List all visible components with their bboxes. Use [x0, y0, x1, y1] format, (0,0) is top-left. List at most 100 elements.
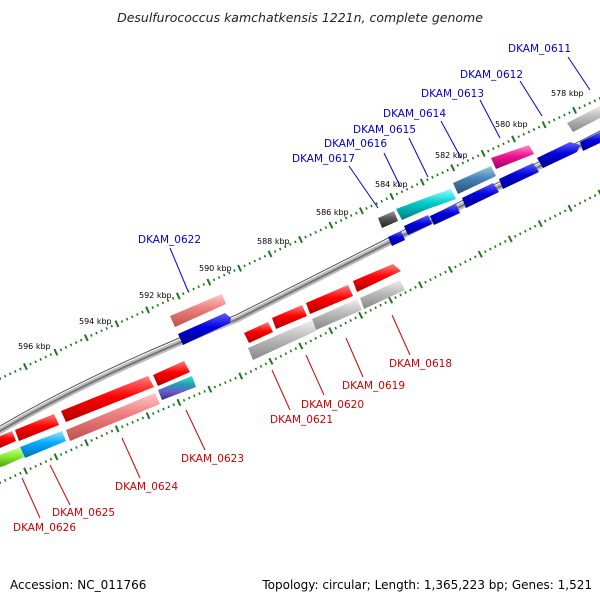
- outer-scale-minor-tick: [171, 296, 175, 300]
- gene-DKAM_0621b[interactable]: [248, 320, 316, 360]
- inner-scale-minor-tick: [369, 308, 372, 312]
- label-DKAM_0625[interactable]: DKAM_0625: [52, 507, 115, 519]
- inner-scale-minor-tick: [578, 201, 582, 205]
- inner-scale-minor-tick: [314, 336, 318, 340]
- scale-label-586: 586 kbp: [316, 208, 349, 217]
- outer-scale-major-tick: [541, 121, 547, 129]
- outer-scale-major-tick: [267, 250, 273, 258]
- label-DKAM_0612[interactable]: DKAM_0612: [460, 69, 523, 81]
- outer-scale-minor-tick: [8, 372, 12, 376]
- gene-DKAM_0623b[interactable]: [158, 376, 196, 400]
- inner-scale-ruler: [0, 189, 600, 484]
- gene-DKAM_0623[interactable]: [153, 361, 190, 386]
- outer-scale-minor-tick: [400, 190, 404, 194]
- label-DKAM_0617[interactable]: DKAM_0617: [292, 153, 355, 165]
- gene-DKAM_0625b[interactable]: [20, 431, 66, 458]
- label-DKAM_0623[interactable]: DKAM_0623: [181, 453, 244, 465]
- gene-DKAM_0618b[interactable]: [360, 280, 405, 309]
- outer-scale-minor-tick: [19, 367, 22, 371]
- gene-DKAM_0619b[interactable]: [312, 299, 362, 330]
- gene-DKAM_0612[interactable]: [537, 142, 580, 168]
- inner-scale-minor-tick: [100, 434, 104, 438]
- label-DKAM_0618[interactable]: DKAM_0618: [389, 358, 452, 370]
- outer-scale-major-tick: [53, 348, 59, 356]
- gene-DKAM_0626b[interactable]: [0, 447, 24, 467]
- inner-scale-minor-tick: [218, 383, 222, 387]
- gene-DKAM_0612b[interactable]: [580, 132, 600, 151]
- gene-DKAM_0616[interactable]: [396, 189, 456, 220]
- label-DKAM_0611[interactable]: DKAM_0611: [508, 43, 571, 55]
- outer-scale-minor-tick: [212, 278, 216, 282]
- label-DKAM_0613[interactable]: DKAM_0613: [421, 88, 484, 100]
- inner-scale-minor-tick: [157, 409, 160, 413]
- gene-DKAM_0617[interactable]: [430, 204, 460, 225]
- label-DKAM_0624[interactable]: DKAM_0624: [115, 481, 178, 493]
- inner-scale-minor-tick: [424, 280, 427, 284]
- label-DKAM_0615[interactable]: DKAM_0615: [353, 124, 416, 136]
- inner-scale-minor-tick: [9, 476, 12, 480]
- inner-scale-minor-tick: [528, 227, 532, 231]
- gene-DKAM_0625[interactable]: [15, 414, 59, 441]
- gene-DKAM_0621[interactable]: [244, 322, 273, 343]
- gene-DKAM_0617b[interactable]: [404, 215, 432, 235]
- gene-DKAM_0626[interactable]: [0, 431, 16, 448]
- label-DKAM_0619[interactable]: DKAM_0619: [342, 380, 405, 392]
- gene-DKAM_0617d[interactable]: [388, 231, 405, 246]
- inner-scale-minor-tick: [324, 331, 328, 335]
- label-DKAM_0616[interactable]: DKAM_0616: [324, 138, 387, 150]
- outer-scale-major-tick: [358, 207, 364, 215]
- scale-label-590: 590 kbp: [199, 264, 232, 273]
- outer-scale-minor-tick: [558, 116, 561, 119]
- label-DKAM_0622[interactable]: DKAM_0622: [138, 234, 201, 246]
- gene-DKAM_0611[interactable]: [567, 105, 600, 132]
- gene-DKAM_0622b[interactable]: [178, 313, 231, 345]
- scale-label-582: 582 kbp: [435, 151, 468, 160]
- label-DKAM_0614[interactable]: DKAM_0614: [383, 108, 446, 120]
- inner-scale-minor-tick: [264, 362, 268, 366]
- inner-scale-minor-tick: [224, 381, 227, 385]
- outer-scale-minor-tick: [563, 113, 566, 117]
- outer-scale-minor-tick: [466, 159, 470, 163]
- outer-scale-major-tick: [419, 178, 425, 186]
- outer-scale-minor-tick: [436, 173, 439, 177]
- inner-scale-minor-tick: [110, 429, 114, 433]
- gene-DKAM_0618[interactable]: [353, 264, 401, 292]
- outer-scale-major-tick: [114, 320, 120, 328]
- inner-scale-minor-tick: [249, 370, 253, 373]
- reverse-genes: [0, 264, 405, 467]
- outer-scale-minor-tick: [441, 171, 444, 174]
- inner-scale-minor-tick: [80, 443, 83, 447]
- outer-scale-minor-tick: [90, 333, 93, 337]
- gene-DKAM_0614b[interactable]: [462, 183, 499, 208]
- inner-scale-minor-tick: [354, 316, 357, 320]
- outer-scale-minor-tick: [486, 149, 490, 153]
- inner-scale-minor-tick: [523, 229, 527, 233]
- outer-scale-minor-tick: [3, 374, 7, 378]
- inner-scale-major-tick: [567, 204, 573, 212]
- gene-DKAM_0615[interactable]: [453, 166, 496, 194]
- outer-scale-minor-tick: [197, 285, 200, 289]
- gene-DKAM_0613[interactable]: [491, 145, 534, 169]
- inner-scale-minor-tick: [213, 385, 217, 389]
- outer-scale-minor-tick: [283, 245, 287, 249]
- outer-scale-minor-tick: [522, 132, 526, 136]
- gene-DKAM_0617c[interactable]: [378, 211, 398, 228]
- scale-label-592: 592 kbp: [139, 291, 172, 300]
- label-DKAM_0626[interactable]: DKAM_0626: [13, 522, 76, 534]
- gene-DKAM_0622[interactable]: [170, 294, 226, 327]
- gene-DKAM_0619[interactable]: [306, 285, 353, 314]
- gene-DKAM_0624[interactable]: [61, 376, 154, 422]
- gene-DKAM_0620[interactable]: [272, 305, 307, 329]
- label-DKAM_0621[interactable]: DKAM_0621: [270, 414, 333, 426]
- inner-scale-minor-tick: [49, 457, 53, 461]
- gene-DKAM_0614[interactable]: [499, 163, 539, 189]
- outer-scale-minor-tick: [588, 101, 592, 105]
- outer-scale-minor-tick: [258, 257, 262, 261]
- label-DKAM_0620[interactable]: DKAM_0620: [301, 399, 364, 411]
- gene-DKAM_0624b[interactable]: [66, 393, 160, 441]
- forward-genes: [170, 105, 600, 345]
- outer-scale-minor-tick: [365, 206, 368, 210]
- outer-scale-major-tick: [480, 149, 486, 158]
- outer-scale-minor-tick: [446, 168, 449, 172]
- inner-scale-minor-tick: [95, 436, 98, 440]
